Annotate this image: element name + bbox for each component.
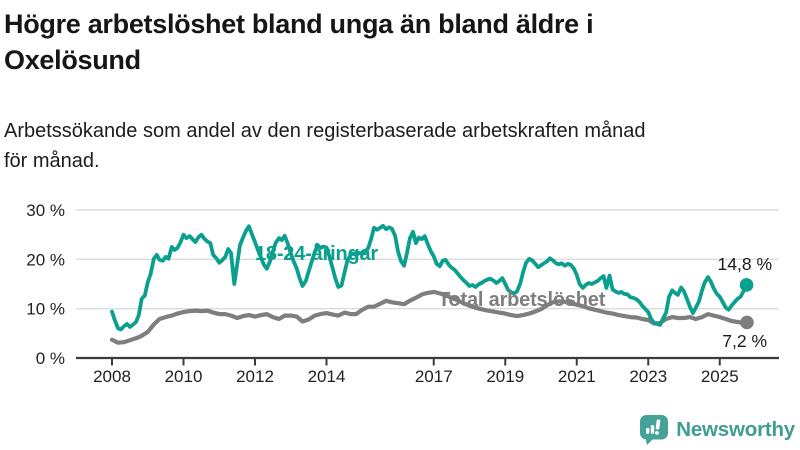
end-value-total: 7,2 % xyxy=(722,331,767,351)
page-title: Högre arbetslöshet bland unga än bland ä… xyxy=(4,9,594,75)
x-tick-label: 2019 xyxy=(486,367,524,386)
brand-wordmark: Newsworthy xyxy=(676,417,795,441)
chart-subtitle: Arbetssökande som andel av den registerb… xyxy=(4,120,646,172)
y-tick-label: 30 % xyxy=(26,201,65,220)
newsworthy-logo: Newsworthy xyxy=(639,414,795,445)
series-label-total: Total arbetslöshet xyxy=(438,289,606,311)
end-value-young: 14,8 % xyxy=(717,254,772,274)
y-tick-label: 20 % xyxy=(26,250,65,269)
series-label-young: 18-24-åringar xyxy=(255,243,379,265)
y-tick-label: 0 % xyxy=(36,349,65,368)
x-tick-label: 2025 xyxy=(701,367,739,386)
bar-chart-speech-bubble-icon xyxy=(640,415,669,445)
series-line xyxy=(110,223,749,332)
x-tick-label: 2008 xyxy=(93,367,131,386)
x-tick-label: 2023 xyxy=(629,367,667,386)
y-tick-label: 10 % xyxy=(26,300,65,319)
x-tick-label: 2021 xyxy=(558,367,596,386)
x-tick-label: 2014 xyxy=(308,367,346,386)
x-tick-label: 2017 xyxy=(415,367,453,386)
series-line xyxy=(109,289,750,345)
x-tick-label: 2012 xyxy=(236,367,274,386)
x-tick-label: 2010 xyxy=(165,367,203,386)
series-end-dot xyxy=(739,278,754,292)
series-end-dot xyxy=(740,315,754,330)
